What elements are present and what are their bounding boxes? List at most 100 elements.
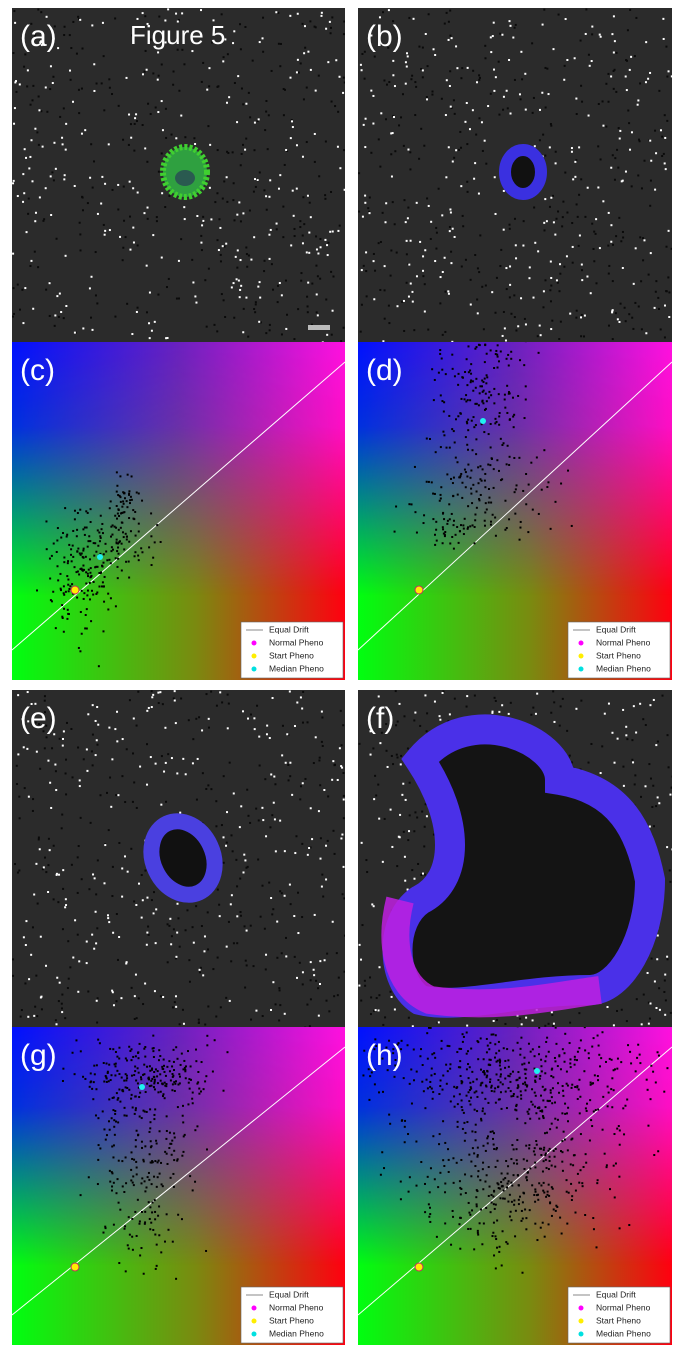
noise — [279, 890, 281, 892]
cell — [233, 792, 235, 794]
point — [72, 530, 74, 532]
point — [147, 1176, 149, 1178]
cell — [524, 73, 526, 75]
noise — [97, 997, 99, 999]
point — [130, 1059, 132, 1061]
noise — [215, 1016, 217, 1018]
point — [446, 523, 448, 525]
cell — [231, 286, 233, 288]
point — [173, 1061, 175, 1063]
cell — [278, 188, 280, 190]
noise — [665, 290, 667, 292]
point — [512, 1095, 514, 1097]
noise — [255, 303, 257, 305]
point — [611, 1077, 613, 1079]
point — [510, 1095, 512, 1097]
legend-entry: Equal Drift — [269, 1289, 309, 1299]
cell — [448, 146, 450, 148]
noise — [585, 8, 587, 10]
point — [452, 1210, 454, 1212]
point — [164, 1097, 166, 1099]
point — [591, 1046, 593, 1048]
noise — [460, 147, 462, 149]
noise — [249, 822, 251, 824]
point — [149, 1085, 151, 1087]
point — [481, 379, 483, 381]
cell — [662, 18, 664, 20]
noise — [416, 816, 418, 818]
point — [564, 1033, 566, 1035]
noise — [236, 942, 238, 944]
point — [529, 1209, 531, 1211]
noise — [253, 191, 255, 193]
point — [491, 457, 493, 459]
cell — [405, 83, 407, 85]
point — [454, 1106, 456, 1108]
point — [439, 500, 441, 502]
cell — [585, 33, 587, 35]
noise — [265, 111, 267, 113]
cell — [449, 713, 451, 715]
point — [81, 633, 83, 635]
noise — [49, 315, 51, 317]
cell — [30, 139, 32, 141]
cell — [226, 946, 228, 948]
cell — [645, 41, 647, 43]
cell — [35, 212, 37, 214]
cell — [303, 52, 305, 54]
noise — [462, 215, 464, 217]
point — [164, 1085, 166, 1087]
noise — [424, 874, 426, 876]
point — [380, 1174, 382, 1176]
point — [461, 1080, 463, 1082]
cell — [74, 185, 76, 187]
noise — [284, 164, 286, 166]
noise — [228, 921, 230, 923]
point — [484, 520, 486, 522]
point — [104, 576, 106, 578]
point — [64, 507, 66, 509]
noise — [625, 59, 627, 61]
point — [615, 1162, 617, 1164]
point — [411, 1103, 413, 1105]
point — [467, 1228, 469, 1230]
point — [86, 527, 88, 529]
point — [598, 1054, 600, 1056]
point — [489, 1042, 491, 1044]
noise — [210, 788, 212, 790]
noise — [384, 289, 386, 291]
point — [507, 1183, 509, 1185]
cell — [382, 861, 384, 863]
legend-dot — [252, 1319, 257, 1324]
noise — [32, 85, 34, 87]
point — [153, 1086, 155, 1088]
point — [134, 551, 136, 553]
point — [486, 400, 488, 402]
point — [196, 1125, 198, 1127]
noise — [161, 755, 163, 757]
noise — [561, 225, 563, 227]
point — [83, 548, 85, 550]
cell — [257, 179, 259, 181]
point — [488, 502, 490, 504]
point — [460, 475, 462, 477]
point — [432, 1098, 434, 1100]
point — [480, 1069, 482, 1071]
noise — [671, 787, 673, 789]
cell — [104, 844, 106, 846]
point — [110, 1079, 112, 1081]
point — [613, 1165, 615, 1167]
noise — [69, 966, 71, 968]
point — [452, 495, 454, 497]
point — [506, 527, 508, 529]
point — [442, 1120, 444, 1122]
point — [639, 1054, 641, 1056]
noise — [302, 23, 304, 25]
point — [513, 1199, 515, 1201]
point — [152, 1035, 154, 1037]
point — [458, 1223, 460, 1225]
noise — [146, 161, 148, 163]
point — [414, 511, 416, 513]
point — [509, 1081, 511, 1083]
noise — [51, 171, 53, 173]
